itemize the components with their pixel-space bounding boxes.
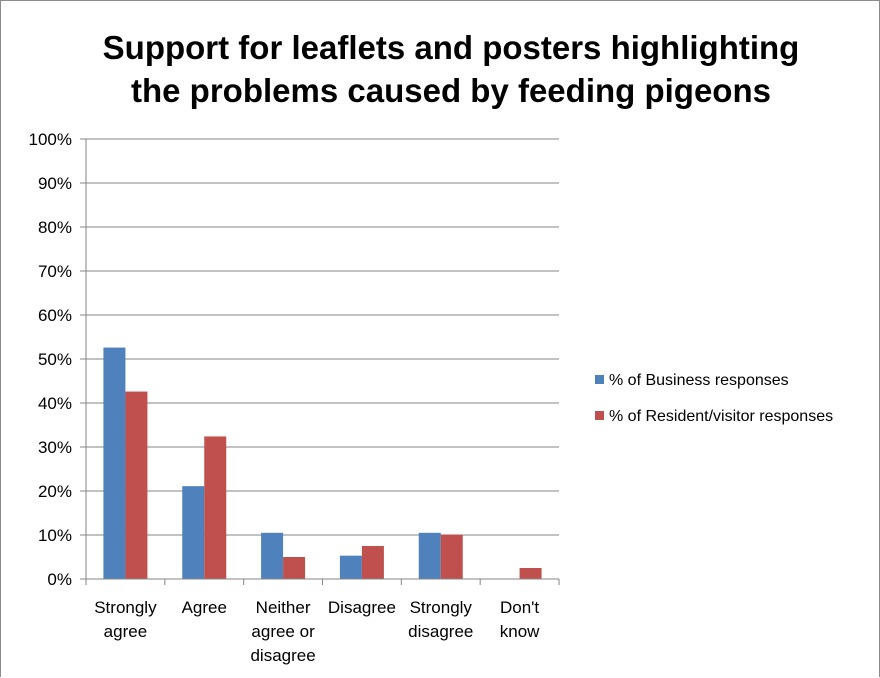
chart-title-line-2: the problems caused by feeding pigeons <box>131 72 771 109</box>
x-category-label: Neither <box>256 598 311 617</box>
y-tick-label: 100% <box>29 130 72 149</box>
bar-resident <box>519 568 542 579</box>
x-category-label: agree <box>104 622 147 641</box>
bar-business <box>339 555 362 579</box>
bars <box>103 347 542 579</box>
x-category-label: Strongly <box>410 598 473 617</box>
y-tick-label: 80% <box>38 218 72 237</box>
bar-business <box>103 347 126 579</box>
bar-resident <box>125 391 148 579</box>
y-tick-label: 10% <box>38 526 72 545</box>
bar-resident <box>361 546 384 579</box>
x-category-label: agree or <box>251 622 315 641</box>
bar-resident <box>283 557 306 579</box>
y-tick-label: 40% <box>38 394 72 413</box>
x-category-label: Don't <box>500 598 539 617</box>
bar-business <box>261 532 284 579</box>
legend: % of Business responses % of Resident/vis… <box>595 372 833 425</box>
bar-business <box>182 486 205 579</box>
bar-business <box>418 532 441 579</box>
x-category-label: Disagree <box>328 598 396 617</box>
y-tick-label: 20% <box>38 482 72 501</box>
legend-label: % of Resident/visitor responses <box>609 408 833 425</box>
x-category-label: disagree <box>408 622 473 641</box>
legend-swatch <box>595 411 604 420</box>
legend-label: % of Business responses <box>609 372 789 389</box>
chart-title: Support for leaflets and posters highlig… <box>103 29 800 109</box>
gridlines <box>86 138 559 536</box>
legend-swatch <box>595 375 604 384</box>
y-axis-ticks: 0% 10% 20% 30% 40% 50% 60% 70% 80% 90% 100% <box>29 130 86 589</box>
y-tick-label: 90% <box>38 174 72 193</box>
chart-title-line-1: Support for leaflets and posters highlig… <box>103 29 800 66</box>
y-tick-label: 70% <box>38 262 72 281</box>
x-axis-categories: Strongly agree Agree Neither agree or disagre… <box>94 598 540 665</box>
x-category-label: know <box>500 622 540 641</box>
bar-resident <box>204 436 227 579</box>
axes <box>85 139 560 585</box>
x-category-label: disagree <box>250 646 315 665</box>
y-tick-label: 50% <box>38 350 72 369</box>
bar-resident <box>440 534 463 579</box>
y-tick-label: 0% <box>47 570 72 589</box>
x-category-label: Agree <box>182 598 227 617</box>
y-tick-label: 30% <box>38 438 72 457</box>
y-tick-label: 60% <box>38 306 72 325</box>
x-category-label: Strongly <box>94 598 157 617</box>
